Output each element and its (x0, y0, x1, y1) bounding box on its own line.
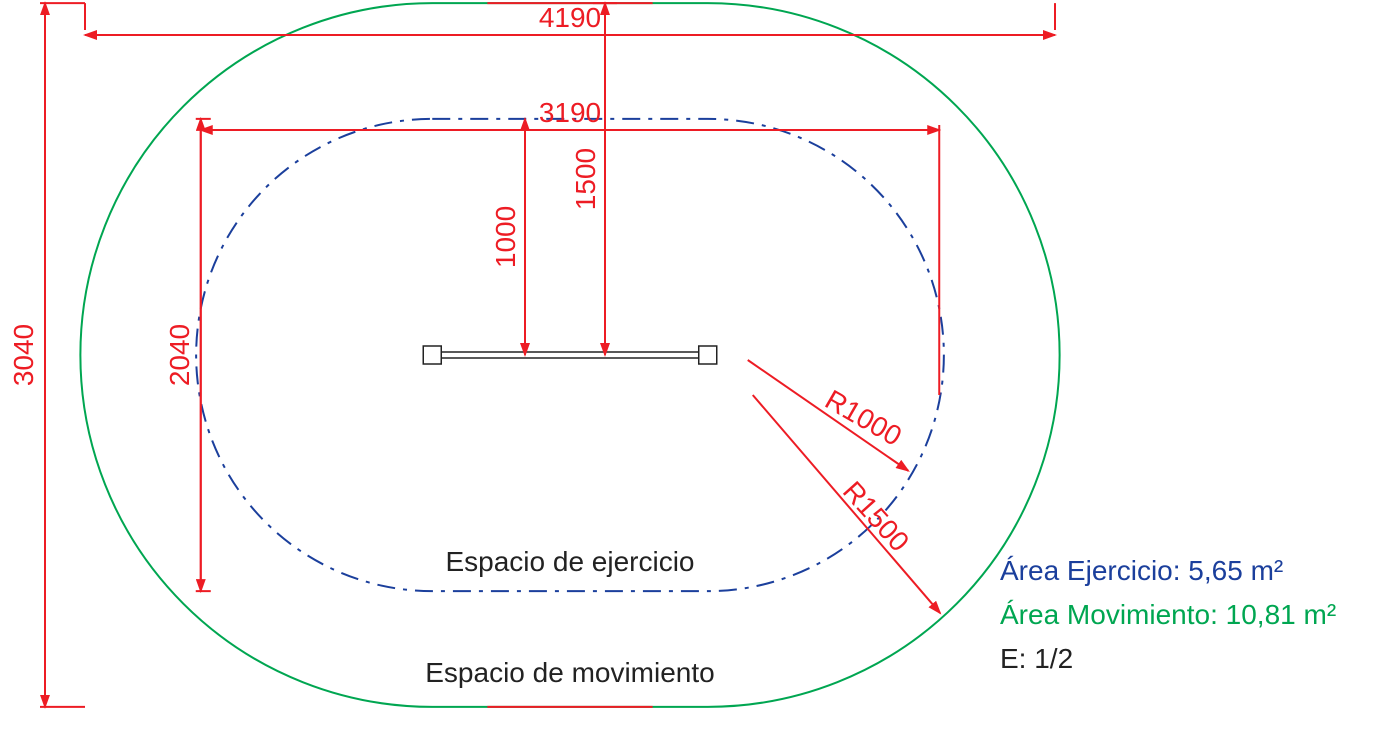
dim-height-inner: 2040 (164, 119, 211, 591)
equipment-bar (423, 346, 716, 364)
radius-leader-inner: R1000 (748, 360, 908, 471)
info-block: Área Ejercicio: 5,65 m² Área Movimiento:… (1000, 555, 1336, 674)
dim-value-width-inner: 3190 (539, 97, 601, 128)
dim-value-height-outer: 3040 (8, 324, 39, 386)
technical-drawing: 4190 3190 3040 2040 1500 1000 R1000 (0, 0, 1400, 751)
dim-width-outer: 4190 (85, 2, 1055, 35)
dim-height-outer: 3040 (8, 3, 85, 707)
dim-radius-inner-vertical: 1000 (490, 119, 525, 355)
info-area-ejercicio: Área Ejercicio: 5,65 m² (1000, 555, 1283, 586)
dim-value-height-inner: 2040 (164, 324, 195, 386)
info-scale: E: 1/2 (1000, 643, 1073, 674)
dim-radius-outer-vertical: 1500 (570, 3, 617, 355)
dim-value-width-outer: 4190 (539, 2, 601, 33)
info-area-movimiento: Área Movimiento: 10,81 m² (1000, 599, 1336, 630)
dim-value-1000: 1000 (490, 206, 521, 268)
radius-label-inner: R1000 (820, 384, 907, 452)
dim-value-1500: 1500 (570, 148, 601, 210)
label-exercise-area: Espacio de ejercicio (445, 546, 694, 577)
label-movement-area: Espacio de movimiento (425, 657, 714, 688)
